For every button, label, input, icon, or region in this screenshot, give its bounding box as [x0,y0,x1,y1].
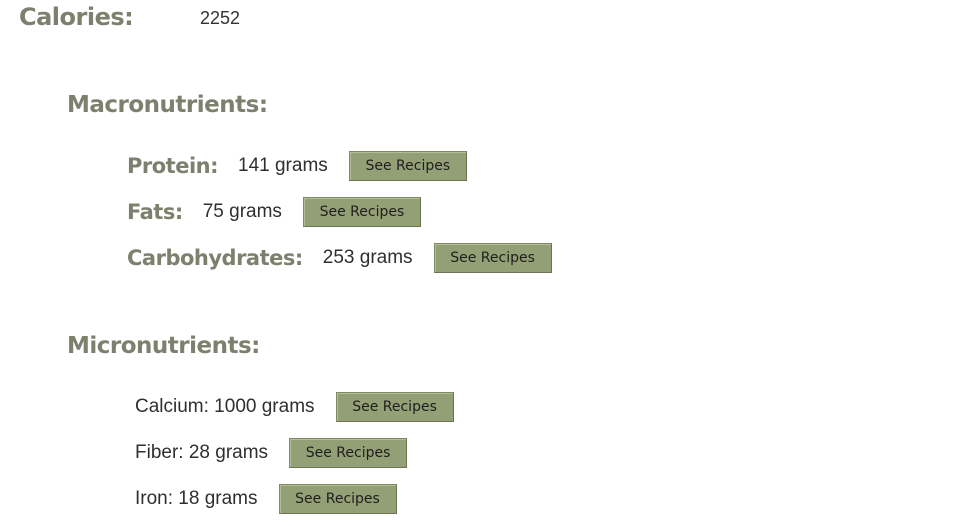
calcium-see-recipes-button[interactable]: See Recipes [335,392,454,422]
protein-see-recipes-button[interactable]: See Recipes [348,151,467,181]
carbohydrates-amount: 253 grams [322,247,413,268]
fiber-see-recipes-button[interactable]: See Recipes [289,438,408,468]
calories-label: Calories: [19,3,134,31]
carbohydrates-see-recipes-button[interactable]: See Recipes [433,243,552,273]
macro-row-protein: Protein: 141 grams See Recipes [127,151,467,181]
protein-label: Protein: [127,154,219,178]
protein-amount: 141 grams [238,155,328,176]
fats-amount: 75 grams [202,201,282,222]
micro-row-fiber: Fiber: 28 grams See Recipes [135,438,408,468]
calories-value: 2252 [200,8,241,28]
iron-see-recipes-button[interactable]: See Recipes [278,484,397,514]
carbohydrates-label: Carbohydrates: [127,246,303,270]
iron-text: Iron: 18 grams [135,488,258,509]
calcium-text: Calcium: 1000 grams [135,396,315,417]
macro-row-fats: Fats: 75 grams See Recipes [127,197,421,227]
micro-row-calcium: Calcium: 1000 grams See Recipes [135,392,454,422]
fats-label: Fats: [127,200,183,224]
macronutrients-title: Macronutrients: [67,92,268,118]
fats-see-recipes-button[interactable]: See Recipes [302,197,421,227]
fiber-text: Fiber: 28 grams [135,442,269,463]
micronutrients-title: Micronutrients: [67,333,260,359]
micro-row-iron: Iron: 18 grams See Recipes [135,484,397,514]
macro-row-carbohydrates: Carbohydrates: 253 grams See Recipes [127,243,552,273]
